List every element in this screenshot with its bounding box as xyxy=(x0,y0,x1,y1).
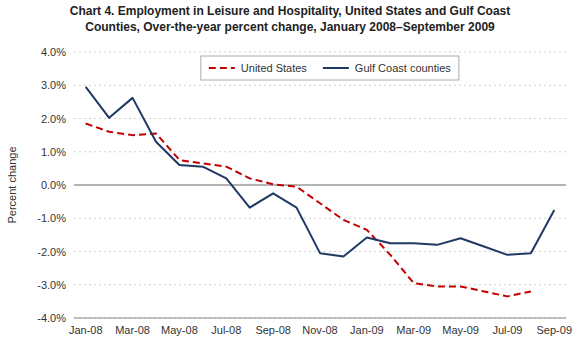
y-tick-label: 1.0% xyxy=(41,146,66,158)
y-tick-label: 4.0% xyxy=(41,46,66,58)
x-tick-label: Jul-09 xyxy=(492,324,522,336)
grid-line xyxy=(74,151,566,152)
x-axis xyxy=(74,318,566,319)
legend-label: United States xyxy=(241,62,308,74)
background xyxy=(0,0,580,360)
grid-line xyxy=(74,218,566,219)
y-tick-label: 2.0% xyxy=(41,113,66,125)
x-tick-label: Mar-09 xyxy=(396,324,431,336)
x-tick-label: Jul-08 xyxy=(211,324,241,336)
lines xyxy=(86,87,555,296)
grid-line xyxy=(74,318,566,319)
chart: Chart 4. Employment in Leisure and Hospi… xyxy=(0,0,580,360)
y-tick-label: -4.0% xyxy=(37,312,66,324)
y-tick-label: -1.0% xyxy=(37,212,66,224)
y-tick-label: -2.0% xyxy=(37,246,66,258)
x-tick-label: Nov-08 xyxy=(302,324,337,336)
legend-swatch xyxy=(209,67,235,69)
x-tick-label: Jan-08 xyxy=(69,324,103,336)
legend-box xyxy=(201,56,459,80)
grid-line xyxy=(74,185,566,186)
grid xyxy=(74,52,566,318)
x-tick-label: May-08 xyxy=(161,324,198,336)
y-tick-label: -3.0% xyxy=(37,279,66,291)
grid-line xyxy=(74,52,566,53)
x-tick-label: May-09 xyxy=(442,324,479,336)
title: Chart 4. Employment in Leisure and Hospi… xyxy=(70,4,511,34)
y-tick-label: 0.0% xyxy=(41,179,66,191)
grid-line xyxy=(74,118,566,119)
series-line xyxy=(86,123,531,296)
x-tick-label: Sep-08 xyxy=(255,324,290,336)
y-axis-label: Percent change xyxy=(6,146,18,223)
legend: United States Gulf Coast counties xyxy=(201,56,459,80)
legend-label: Gulf Coast counties xyxy=(355,62,451,74)
x-tick-label: Sep-09 xyxy=(537,324,572,336)
series-line xyxy=(86,87,555,257)
x-tick-label: Mar-08 xyxy=(115,324,150,336)
grid-line xyxy=(74,85,566,86)
legend-swatch xyxy=(323,67,349,69)
y-tick-label: 3.0% xyxy=(41,79,66,91)
x-tick-label: Jan-09 xyxy=(350,324,384,336)
grid-line xyxy=(74,284,566,285)
